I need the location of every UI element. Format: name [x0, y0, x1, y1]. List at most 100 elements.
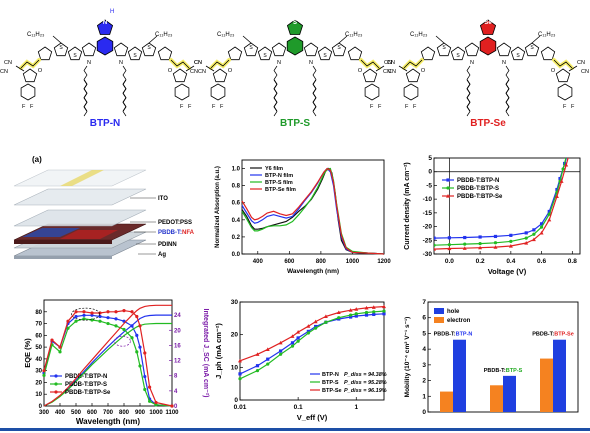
- end-group-benzene: [20, 83, 36, 101]
- bottom-rule: [0, 428, 590, 431]
- nitrogen-label: N: [87, 60, 91, 66]
- y-tick-label: 5: [422, 330, 426, 337]
- data-point: [434, 236, 436, 240]
- data-point: [531, 237, 536, 242]
- y-tick-label: 1: [422, 393, 426, 400]
- fused-ring: [524, 42, 540, 57]
- category-label-suffix: BTP-N: [456, 332, 473, 338]
- data-point: [279, 352, 283, 356]
- legend-marker: [54, 382, 58, 386]
- legend-label: PBDB-T:BTP-Se: [65, 390, 111, 396]
- vinyl-bond: [20, 59, 40, 69]
- alkyl-chain: [273, 79, 278, 117]
- y-tick-label: 50: [35, 345, 42, 351]
- y-tick-label: 0: [39, 404, 43, 410]
- data-point: [337, 316, 341, 320]
- data-point: [447, 246, 452, 251]
- annotation-ellipse: [114, 335, 131, 347]
- data-point: [314, 326, 318, 330]
- oxygen-label: O: [168, 68, 173, 74]
- alkyl-chain: [312, 79, 317, 117]
- eqe-point: [130, 310, 134, 314]
- fused-ring: [331, 42, 347, 57]
- plot-frame: [433, 157, 581, 255]
- eqe-point: [122, 309, 126, 313]
- x-tick-label: 1000: [149, 410, 163, 416]
- y-axis-label: Normalized Absorption (a.u.): [215, 166, 221, 248]
- y-tick-label: 30: [231, 299, 239, 306]
- sulfur-label: S: [442, 45, 446, 51]
- data-point: [463, 235, 467, 240]
- mobility-chart: 0 1 2 3 4 5 6 7 Mobility (10⁻⁴ cm² V⁻¹ s⁻¹) PBDB-…: [404, 299, 579, 416]
- y-tick-label: 7: [422, 299, 426, 306]
- fluorine-label: F: [405, 104, 409, 110]
- x-axis-label: Voltage (V): [488, 267, 527, 276]
- y-tick-label: 70: [35, 322, 42, 328]
- eqe-point: [74, 314, 78, 319]
- x-tick-label: 1200: [377, 259, 391, 265]
- end-group-ring: [555, 68, 571, 83]
- sulfur-label: S: [263, 53, 267, 59]
- fluorine-label: F: [30, 104, 34, 110]
- nitrogen-label: N: [502, 60, 506, 66]
- eqe-point: [42, 369, 46, 373]
- y-tick-label: 30: [35, 369, 42, 375]
- side-chain-label: C₁₁H₂₃: [410, 32, 428, 38]
- data-point: [561, 167, 565, 171]
- bond: [148, 35, 158, 44]
- bar-hole: [453, 339, 466, 412]
- fused-ring: [81, 42, 97, 57]
- data-point: [306, 324, 311, 328]
- vinyl-bond: [553, 59, 573, 69]
- bond: [52, 35, 62, 44]
- thiophene-ring: [347, 46, 363, 61]
- data-point: [238, 372, 242, 376]
- core-ring: [479, 36, 497, 56]
- oxygen-label: O: [551, 68, 556, 74]
- category-label: PBDB-T:BTP-Se: [532, 332, 574, 338]
- series-line: [241, 167, 385, 255]
- data-point: [547, 209, 551, 214]
- nitrogen-label: N: [277, 60, 281, 66]
- fused-ring: [257, 46, 273, 61]
- y-tick-label: 0.8: [232, 184, 241, 190]
- heteroatom-label: N: [103, 20, 107, 26]
- bond: [435, 35, 445, 44]
- molecule-name: BTP-S: [280, 118, 310, 129]
- x-tick-label: 600: [87, 410, 98, 416]
- alkyl-chain: [122, 79, 127, 117]
- data-point: [568, 150, 571, 151]
- y-tick-label: 60: [35, 333, 42, 339]
- y-tick-label: -25: [423, 237, 433, 244]
- fluorine-label: F: [22, 104, 26, 110]
- data-point: [539, 222, 544, 226]
- data-point: [478, 241, 482, 246]
- legend-marker: [446, 194, 450, 198]
- data-point: [508, 244, 513, 248]
- data-point: [238, 358, 242, 363]
- data-point: [524, 231, 528, 235]
- data-point: [382, 309, 386, 313]
- legend-pdiss: P_diss = 96.19%: [344, 388, 387, 394]
- nitrile-label: CN: [383, 69, 391, 75]
- nitrile-label: CN: [194, 60, 202, 66]
- layer-label-pedot: PEDOT:PSS: [158, 220, 192, 226]
- y-tick-label: 0: [428, 169, 432, 176]
- eqe-point: [138, 364, 142, 368]
- data-point: [296, 330, 301, 334]
- fused-ring: [67, 46, 83, 61]
- legend-label: PBDB-T:BTP-S: [65, 382, 107, 388]
- data-point: [314, 324, 318, 329]
- fluorine-label: F: [212, 104, 216, 110]
- sulfur-label: S: [133, 53, 137, 59]
- data-point: [313, 319, 318, 324]
- eqe-point: [106, 310, 110, 314]
- end-group-benzene: [403, 83, 419, 101]
- category-label-suffix: BTP-Se: [554, 332, 574, 338]
- data-point: [434, 243, 436, 247]
- y2-tick-label: 12: [174, 359, 181, 365]
- nitrile-label: CN: [388, 69, 396, 75]
- legend-label: BTP-Se: [322, 388, 342, 394]
- plot-frame: [241, 159, 385, 255]
